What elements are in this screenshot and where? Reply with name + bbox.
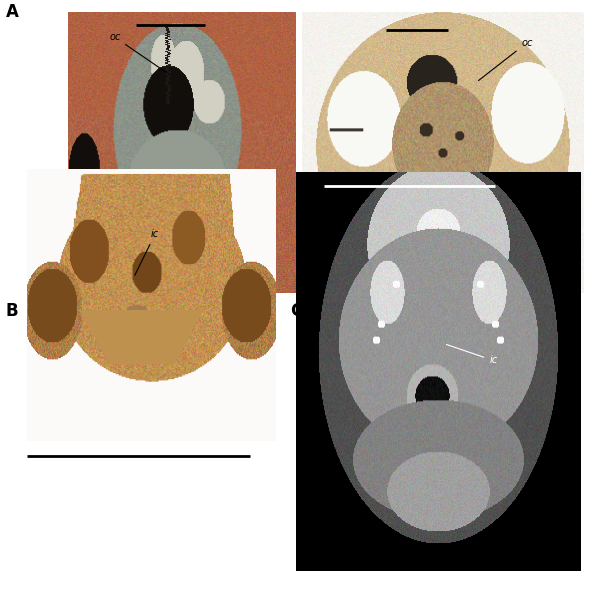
Text: ic: ic [135, 229, 159, 275]
Text: ic: ic [446, 344, 497, 365]
Text: ic: ic [109, 196, 157, 225]
Text: cn: cn [198, 218, 234, 233]
Text: B: B [6, 302, 18, 320]
Text: C: C [290, 302, 303, 320]
Text: oc: oc [478, 38, 533, 80]
Text: ic: ic [427, 230, 465, 267]
Text: A: A [6, 3, 19, 21]
Text: oc: oc [109, 32, 166, 72]
